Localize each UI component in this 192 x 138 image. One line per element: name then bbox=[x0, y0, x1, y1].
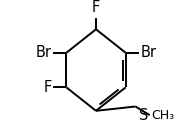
Text: F: F bbox=[43, 80, 51, 95]
Text: Br: Br bbox=[36, 45, 51, 60]
Text: Br: Br bbox=[141, 45, 156, 60]
Text: CH₃: CH₃ bbox=[151, 109, 174, 122]
Text: F: F bbox=[92, 0, 100, 15]
Text: S: S bbox=[139, 108, 148, 123]
